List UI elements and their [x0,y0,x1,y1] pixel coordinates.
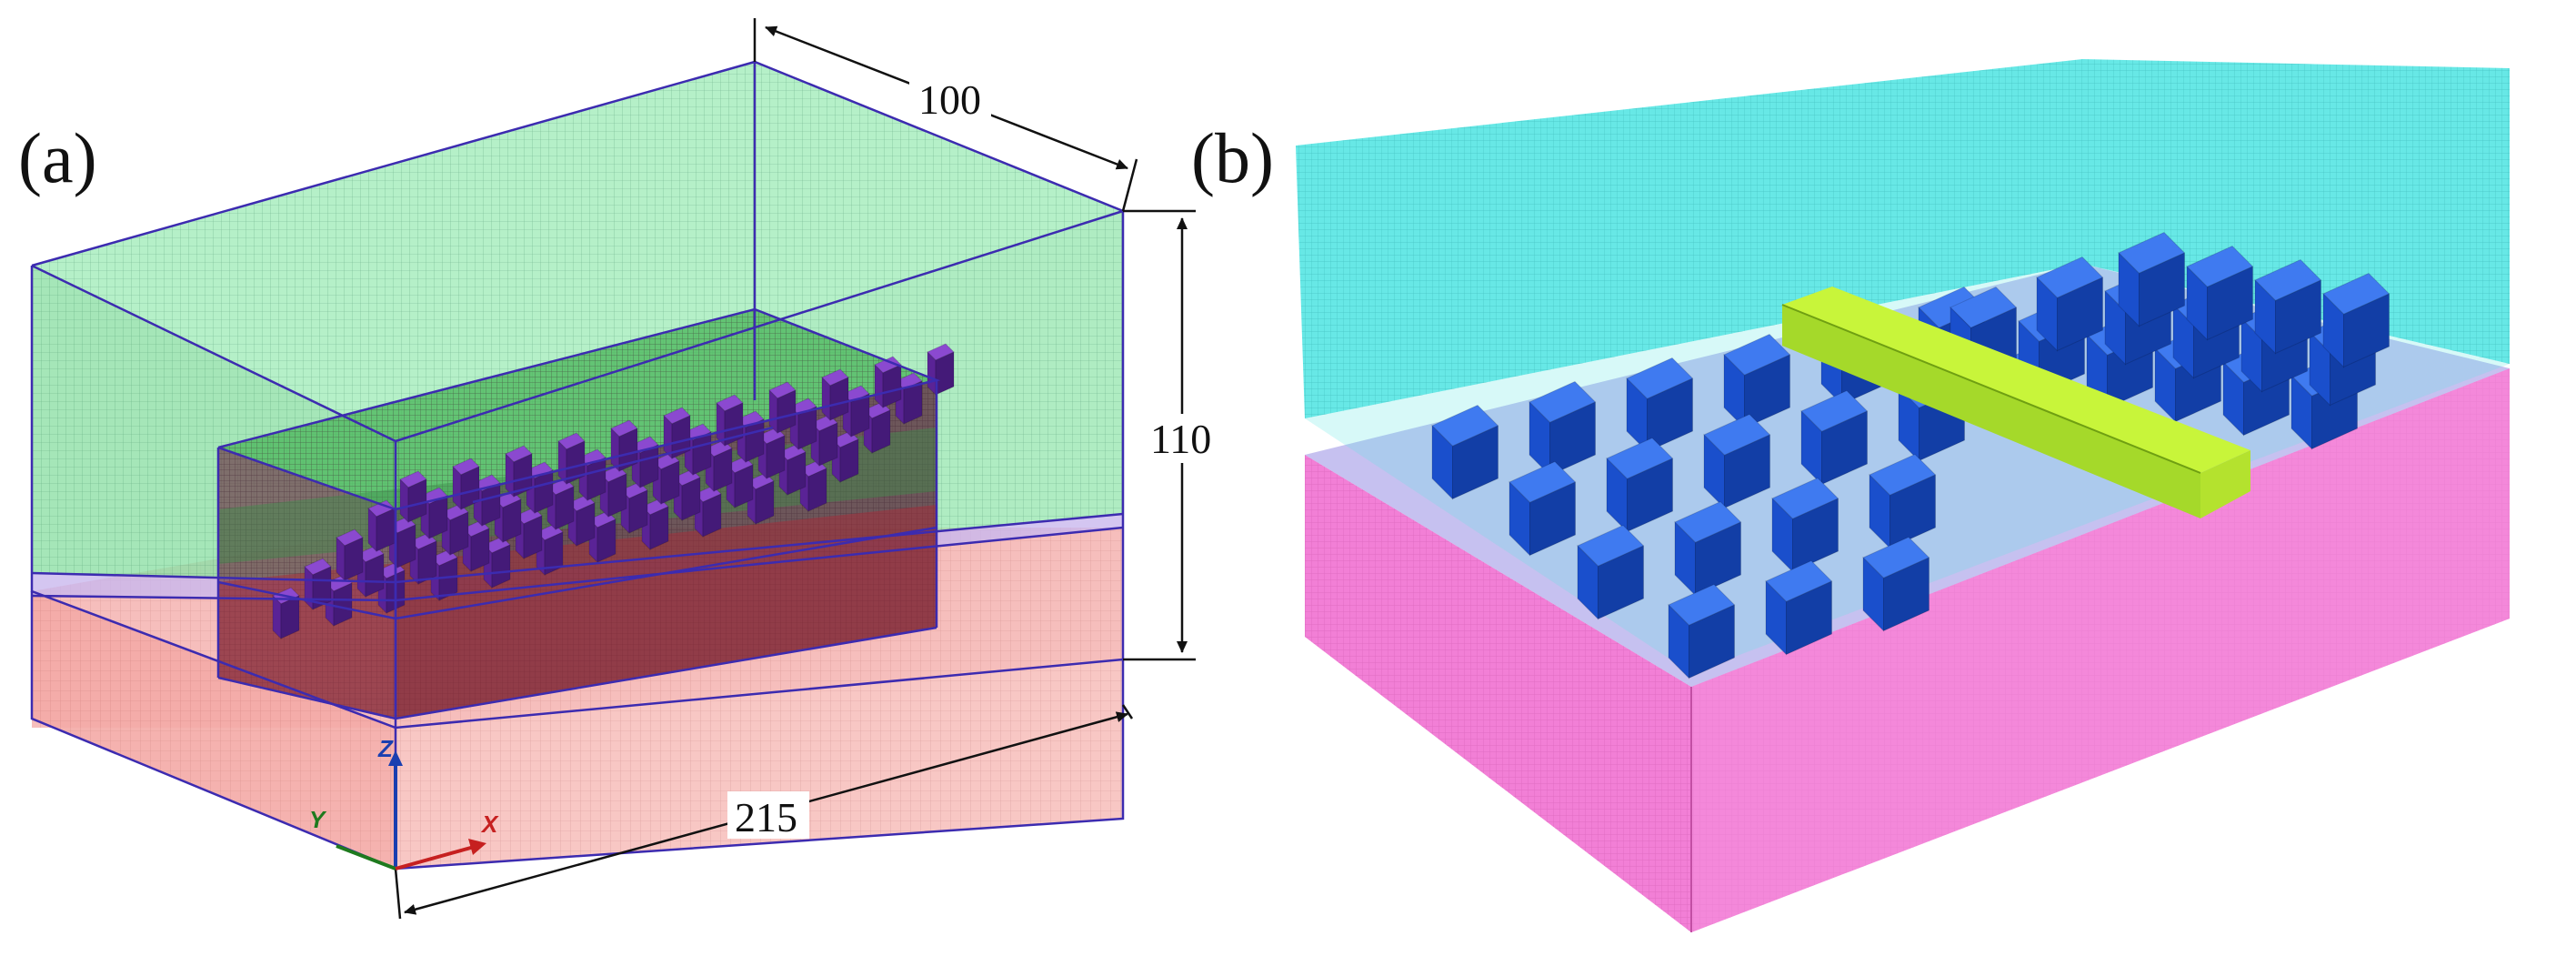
pillar-array-a [272,343,955,640]
pillar-cube [1577,524,1645,620]
pillar-cube [821,368,849,422]
pillar-cube [1771,477,1839,573]
pillar-cube [1800,389,1869,486]
panel-a-label: (a) [18,118,97,197]
pillar-cube [557,432,586,486]
pillar-cube [473,474,501,528]
dimension-height-label: 110 [1150,416,1211,462]
dimension-height: 110 [1123,209,1222,661]
z-axis-label: Z [377,735,394,762]
pillar-cube [1431,404,1499,500]
pillar-cube [1723,333,1791,429]
dimension-depth: 100 [753,18,1138,212]
pillar-array-b [1431,231,2391,679]
pillar-cube [1862,536,1930,632]
pillar-cube [515,507,543,560]
pillar-cube [2322,272,2391,368]
pillar-cube [705,439,733,493]
pillar-cube [2036,256,2104,352]
panel-b-label: (b) [1191,118,1274,197]
pillar-cube [895,372,923,426]
pillar-cube [2254,258,2322,355]
pillar-cube [1765,559,1833,656]
pillar-cube [399,470,427,524]
mesh-edges [30,60,1125,870]
pillar-cube [1674,500,1742,597]
pillar-cube [874,356,902,409]
y-axis-line [336,844,396,870]
pillar-cube [546,478,575,531]
pillar-cube [610,419,638,473]
pillar-cube [336,528,364,582]
pillar-cube [2118,231,2186,327]
pillar-cube [505,445,533,498]
pillar-cube [325,574,353,628]
pillar-cube [452,458,480,511]
x-axis-label: X [480,810,499,838]
dimension-length: 215 [394,704,1134,920]
x-axis-line [395,844,478,870]
pillar-cube [842,385,870,438]
grating-bar [1781,287,2250,518]
coordinate-axes: Z Y X [309,735,499,870]
y-axis-label: Y [309,806,327,833]
pillar-cube [1668,583,1736,679]
panel-b: (b) [1191,59,2510,932]
pillar-cube [2186,245,2254,341]
dimension-length-label: 215 [735,794,797,840]
pillar-cube [1606,437,1674,533]
pillar-cube [663,407,691,460]
pillar-cube [1703,413,1771,509]
pillar-cube [599,465,627,518]
panel-a: (a) [18,18,1222,920]
pillar-cube [927,343,955,397]
pillar-cube [1869,453,1937,549]
dimension-depth-label: 100 [918,76,981,123]
pillar-cube [356,545,385,599]
pillar-cube [768,381,797,435]
pillar-cube [1529,380,1597,477]
pillar-cube [1509,460,1577,557]
